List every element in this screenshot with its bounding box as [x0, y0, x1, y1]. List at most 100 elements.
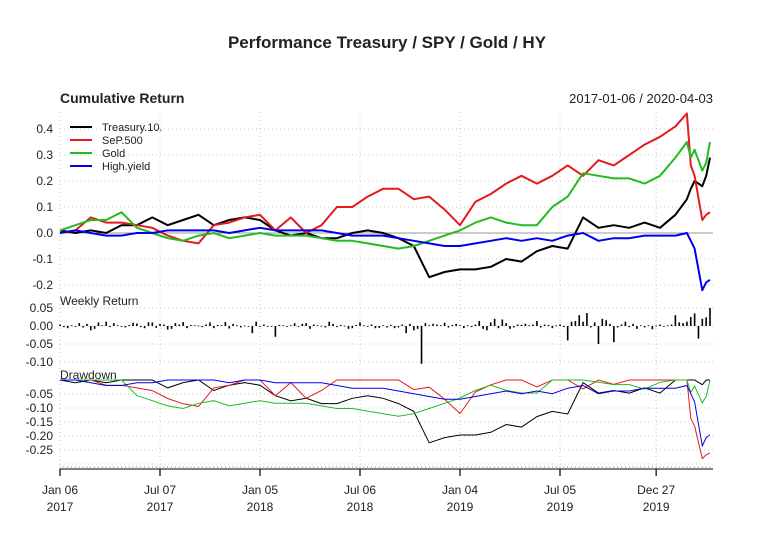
- weekly-return-bar: [647, 325, 650, 327]
- weekly-return-title: Weekly Return: [60, 294, 138, 308]
- weekly-return-bar: [282, 325, 284, 327]
- weekly-return-bar: [189, 324, 192, 326]
- x-tick-label: Jul 05: [544, 483, 576, 497]
- weekly-return-bar: [216, 324, 219, 326]
- weekly-return-bar: [347, 326, 350, 329]
- weekly-return-bar: [686, 321, 688, 326]
- weekly-return-bar: [186, 326, 188, 329]
- cumulative-ytick-label: 0.3: [36, 148, 53, 162]
- weekly-return-bar: [70, 325, 73, 327]
- weekly-return-bar: [236, 325, 238, 327]
- weekly-return-bar: [151, 322, 154, 326]
- weekly-return-bar: [639, 325, 642, 327]
- weekly-return-bar: [659, 324, 661, 326]
- weekly-return-bar: [159, 323, 161, 326]
- weekly-return-bar: [163, 324, 165, 326]
- weekly-return-bar: [413, 326, 415, 331]
- weekly-return-bar: [116, 325, 119, 327]
- weekly-ytick-label: 0.05: [30, 301, 54, 315]
- weekly-return-bar: [416, 326, 419, 329]
- weekly-return-bar: [128, 324, 131, 326]
- weekly-return-bar: [432, 323, 434, 326]
- weekly-return-bar: [424, 323, 427, 326]
- weekly-return-bar: [586, 313, 588, 326]
- weekly-return-bar: [332, 323, 334, 326]
- weekly-return-bar: [351, 326, 354, 329]
- weekly-return-bar: [678, 322, 681, 326]
- weekly-return-bar: [451, 324, 454, 326]
- cumulative-return-title: Cumulative Return: [60, 90, 184, 106]
- weekly-return-bar: [478, 320, 481, 326]
- weekly-return-bar: [682, 323, 684, 326]
- x-tick-year: 2019: [547, 500, 574, 514]
- weekly-return-bar: [255, 321, 257, 326]
- weekly-return-bar: [709, 308, 711, 326]
- weekly-return-bar: [701, 318, 704, 326]
- weekly-return-bar: [547, 324, 550, 326]
- weekly-return-bar: [436, 324, 438, 326]
- weekly-return-bar: [613, 326, 615, 343]
- weekly-return-bar: [339, 324, 342, 326]
- x-tick-label: Jul 06: [344, 483, 376, 497]
- weekly-return-bar: [82, 326, 84, 328]
- weekly-return-bar: [616, 326, 619, 328]
- drawdown-line-treasury-10: [59, 379, 710, 444]
- weekly-return-bar: [655, 325, 657, 327]
- weekly-return-bar: [628, 326, 631, 328]
- legend-label: Gold: [102, 148, 125, 160]
- weekly-return-bar: [97, 322, 100, 326]
- weekly-return-bar: [270, 326, 273, 327]
- weekly-return-bar: [166, 326, 169, 330]
- drawdown-ytick-label: -0.15: [26, 415, 54, 429]
- weekly-return-bar: [501, 319, 504, 326]
- weekly-ytick-label: 0.00: [30, 319, 54, 333]
- weekly-return-bar: [420, 326, 423, 364]
- drawdown-line-high-yield: [60, 379, 711, 448]
- weekly-return-bar: [378, 326, 381, 328]
- cumulative-line-gold: [59, 141, 711, 250]
- weekly-return-bar: [689, 317, 692, 326]
- weekly-return-bar: [482, 326, 484, 329]
- x-tick-year: 2019: [643, 500, 670, 514]
- drawdown-line-sep-500: [60, 379, 711, 460]
- weekly-return-bar: [289, 325, 292, 327]
- weekly-return-bar: [263, 324, 265, 326]
- weekly-return-bar: [136, 323, 138, 326]
- weekly-return-bar: [474, 324, 477, 326]
- weekly-return-bar: [505, 323, 507, 326]
- weekly-return-bar: [224, 322, 227, 326]
- weekly-return-bar: [213, 326, 215, 329]
- weekly-return-bar: [532, 324, 534, 326]
- weekly-return-bar: [447, 326, 450, 328]
- weekly-return-bar: [513, 326, 515, 328]
- cumulative-ytick-label: -0.1: [32, 252, 53, 266]
- weekly-return-bar: [370, 324, 373, 326]
- weekly-return-bar: [486, 326, 488, 331]
- x-tick-year: 2018: [247, 500, 274, 514]
- weekly-return-bar: [636, 326, 638, 329]
- weekly-return-bar: [536, 320, 538, 326]
- weekly-return-bar: [182, 322, 184, 326]
- x-tick-year: 2017: [47, 500, 74, 514]
- weekly-return-bar: [366, 326, 369, 327]
- figure-title: Performance Treasury / SPY / Gold / HY: [228, 33, 547, 52]
- weekly-return-bar: [243, 325, 246, 327]
- weekly-return-bar: [624, 321, 627, 326]
- weekly-return-bar: [297, 326, 300, 327]
- weekly-ytick-label: -0.05: [26, 337, 54, 351]
- weekly-return-bar: [528, 325, 531, 327]
- weekly-return-bar: [574, 320, 577, 326]
- weekly-return-bar: [374, 326, 377, 329]
- weekly-return-bar: [516, 324, 519, 326]
- weekly-return-bar: [670, 324, 673, 326]
- drawdown-line-gold: [60, 379, 711, 417]
- weekly-return-bar: [443, 322, 446, 326]
- x-tick-year: 2018: [347, 500, 374, 514]
- weekly-return-bar: [405, 326, 407, 334]
- weekly-return-bar: [582, 321, 584, 326]
- weekly-return-bar: [359, 322, 361, 326]
- weekly-return-bar: [239, 326, 242, 328]
- weekly-return-bar: [309, 326, 311, 329]
- cumulative-ytick-label: 0.1: [36, 200, 53, 214]
